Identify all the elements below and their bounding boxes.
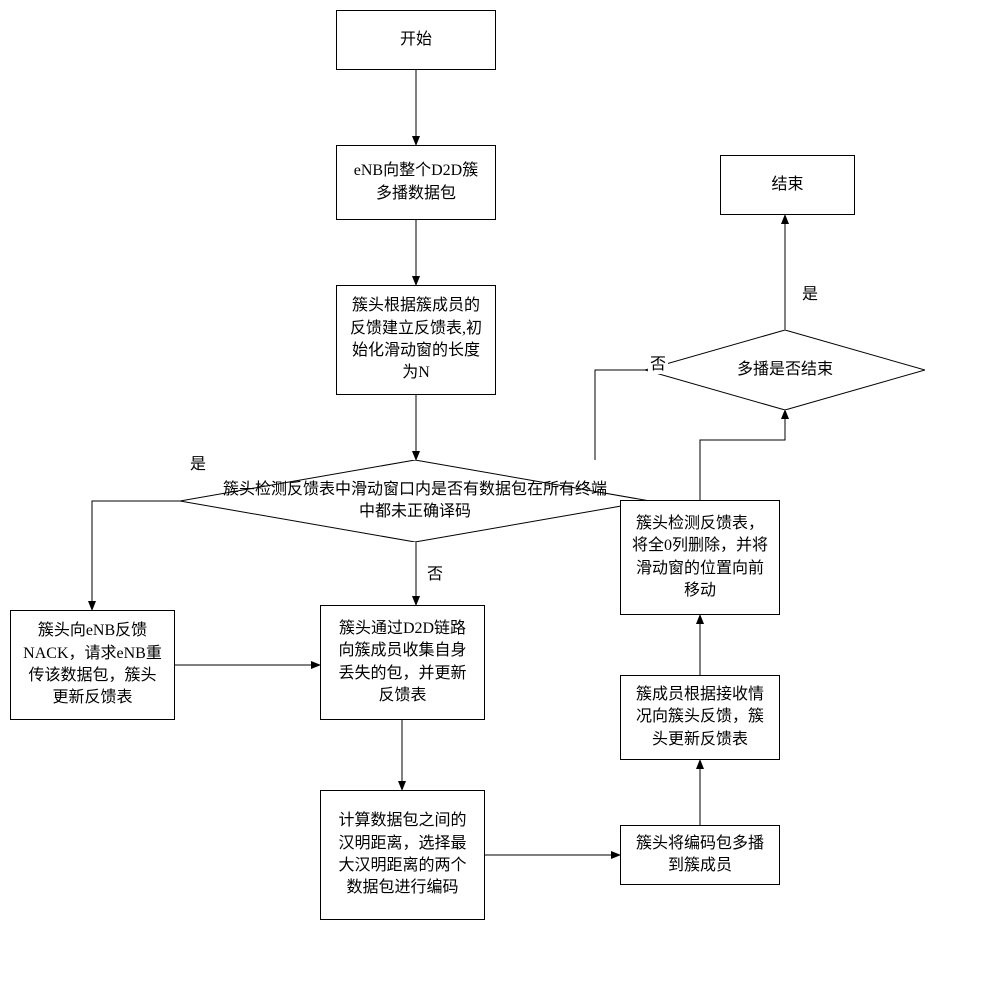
edge-label-11: 是 xyxy=(800,280,820,304)
flow-edge-3 xyxy=(92,501,180,610)
edge-label-12: 否 xyxy=(648,350,668,374)
flow-node-n5: 计算数据包之间的汉明距离，选择最大汉明距离的两个数据包进行编码 xyxy=(320,790,485,920)
flow-node-n8: 簇头检测反馈表，将全0列删除，并将滑动窗的位置向前移动 xyxy=(620,500,780,615)
flow-node-n6: 簇头将编码包多播到簇成员 xyxy=(620,825,780,885)
flow-node-end: 结束 xyxy=(720,155,855,215)
flow-decision-d2: 多播是否结束 xyxy=(645,330,925,410)
flow-edge-10 xyxy=(700,410,785,500)
flow-node-n1: eNB向整个D2D簇多播数据包 xyxy=(336,145,496,220)
edge-label-3: 是 xyxy=(188,450,208,474)
flow-node-n3: 簇头向eNB反馈NACK，请求eNB重传该数据包，簇头更新反馈表 xyxy=(10,610,175,720)
flow-decision-d1: 簇头检测反馈表中滑动窗口内是否有数据包在所有终端中都未正确译码 xyxy=(180,460,650,542)
flow-node-n4: 簇头通过D2D链路向簇成员收集自身丢失的包，并更新反馈表 xyxy=(320,605,485,720)
flow-node-n7: 簇成员根据接收情况向簇头反馈，簇头更新反馈表 xyxy=(620,675,780,760)
edge-label-4: 否 xyxy=(425,560,445,584)
flow-node-start: 开始 xyxy=(336,10,496,70)
flow-node-n2: 簇头根据簇成员的反馈建立反馈表,初始化滑动窗的长度为N xyxy=(336,285,496,395)
